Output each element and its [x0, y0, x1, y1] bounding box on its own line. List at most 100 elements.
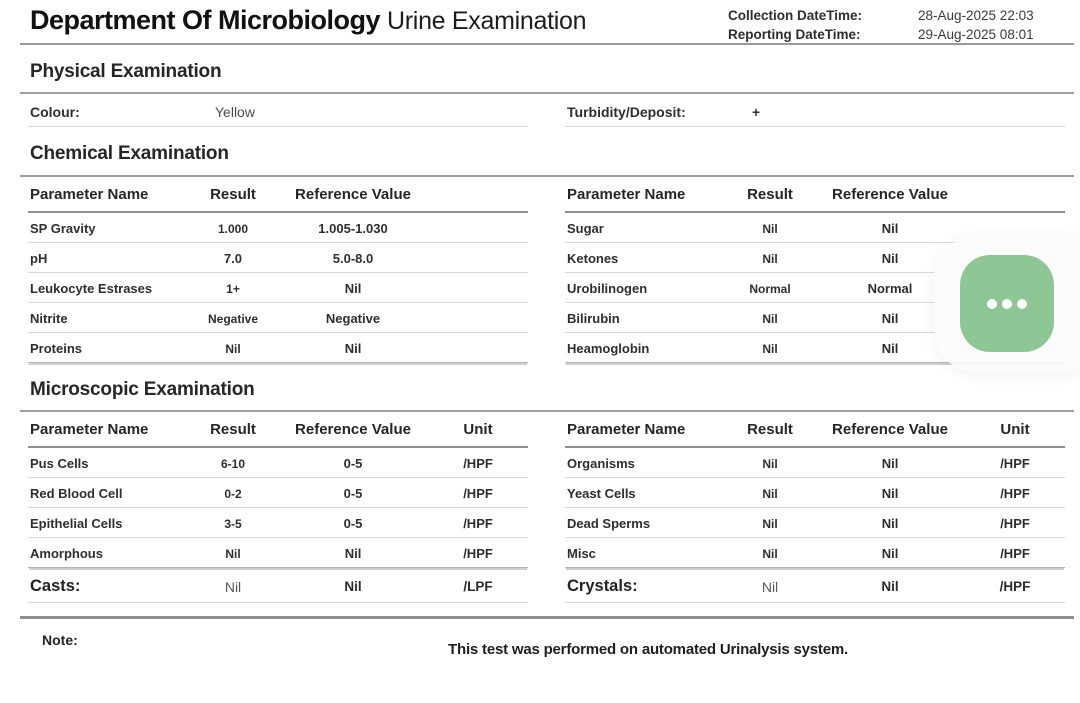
result-value: Nil [762, 486, 778, 501]
physical-examination-section: Colour: Yellow Turbidity/Deposit: + [0, 94, 1080, 127]
section-divider [20, 175, 1074, 177]
table-row: SP Gravity 1.000 1.005-1.030 [28, 213, 528, 243]
table-row: Urobilinogen Normal Normal [565, 273, 1065, 303]
physical-left: Colour: Yellow [28, 94, 528, 127]
result-value: Nil [225, 341, 241, 356]
colour-label: Colour: [30, 104, 80, 120]
column-header: Unit [463, 421, 493, 438]
result-value: Nil [762, 546, 778, 561]
parameter-name: Amorphous [30, 546, 103, 561]
column-header: Result [747, 186, 793, 203]
column-header: Parameter Name [567, 421, 686, 438]
section-divider [20, 410, 1074, 412]
table-row: Colour: Yellow [28, 94, 528, 127]
turbidity-label: Turbidity/Deposit: [567, 104, 686, 120]
unit-value: /HPF [463, 546, 493, 561]
more-options-ellipsis-icon [987, 298, 1027, 309]
parameter-name: Urobilinogen [567, 281, 648, 296]
table-header-row: Parameter Name Result Reference Value [28, 177, 528, 213]
result-value: Nil [761, 578, 779, 595]
physical-examination-heading: Physical Examination [30, 61, 222, 82]
column-header: Result [747, 421, 793, 438]
result-value: Nil [224, 578, 242, 595]
table-row: Epithelial Cells 3-5 0-5 /HPF [28, 508, 528, 538]
table-row: Misc Nil Nil /HPF [565, 538, 1065, 568]
unit-value: /HPF [463, 486, 493, 501]
parameter-name: pH [30, 251, 48, 266]
unit-value: /HPF [1000, 546, 1030, 561]
parameter-name: Leukocyte Estrases [30, 281, 153, 296]
result-value: 0-2 [224, 486, 242, 501]
table-row: Yeast Cells Nil Nil /HPF [565, 478, 1065, 508]
header-divider [20, 43, 1074, 45]
casts-row: Casts: Nil Nil /LPF [28, 568, 528, 603]
reference-value: Nil [881, 486, 899, 501]
column-header: Reference Value [295, 421, 411, 438]
chemical-examination-section: Parameter Name Result Reference Value SP… [0, 177, 1080, 363]
collection-datetime-row: Collection DateTime: 28-Aug-2025 22:03 [728, 6, 1068, 25]
result-value: 1.000 [217, 221, 249, 236]
column-header: Reference Value [832, 186, 948, 203]
parameter-name: Dead Sperms [567, 516, 651, 531]
parameter-name: Red Blood Cell [30, 486, 123, 501]
reference-value: Nil [881, 516, 899, 531]
reference-value: Nil [881, 251, 899, 266]
reference-value: Nil [881, 456, 899, 471]
table-row: Proteins Nil Nil [28, 333, 528, 363]
table-row: Leukocyte Estrases 1+ Nil [28, 273, 528, 303]
table-row: Organisms Nil Nil /HPF [565, 448, 1065, 478]
physical-right: Turbidity/Deposit: + [565, 94, 1065, 127]
parameter-name: Proteins [30, 341, 83, 356]
parameter-name: Sugar [567, 221, 604, 236]
unit-value: /HPF [1000, 516, 1030, 531]
unit-value: /HPF [1000, 486, 1030, 501]
parameter-name: Pus Cells [30, 456, 89, 471]
reference-value: 5.0-8.0 [332, 251, 374, 266]
chemical-right-table: Parameter Name Result Reference Value Su… [565, 177, 1065, 363]
reference-value: 0-5 [343, 516, 363, 531]
column-header: Reference Value [295, 186, 411, 203]
column-header: Parameter Name [30, 186, 149, 203]
table-header-row: Parameter Name Result Reference Value [565, 177, 1065, 213]
table-row: Ketones Nil Nil [565, 243, 1065, 273]
column-header: Reference Value [832, 421, 948, 438]
microscopic-left-table: Parameter Name Result Reference Value Un… [28, 412, 528, 603]
result-value: Nil [762, 311, 778, 326]
reference-value: Normal [867, 281, 913, 296]
table-row: pH 7.0 5.0-8.0 [28, 243, 528, 273]
table-row: Sugar Nil Nil [565, 213, 1065, 243]
reference-value: Nil [344, 281, 362, 296]
table-row: Amorphous Nil Nil /HPF [28, 538, 528, 568]
result-value: Nil [762, 221, 778, 236]
table-row: Nitrite Negative Negative [28, 303, 528, 333]
table-row: Bilirubin Nil Nil [565, 303, 1065, 333]
reference-value: Negative [325, 311, 381, 326]
reference-value: Nil [881, 579, 899, 594]
unit-value: /HPF [463, 516, 493, 531]
result-value: Nil [762, 341, 778, 356]
result-value: Nil [225, 546, 241, 561]
table-header-row: Parameter Name Result Reference Value Un… [565, 412, 1065, 448]
reporting-datetime-label: Reporting DateTime: [728, 27, 861, 42]
crystals-label: Crystals: [567, 577, 638, 595]
reporting-datetime-row: Reporting DateTime: 29-Aug-2025 08:01 [728, 25, 1068, 44]
result-value: 3-5 [224, 516, 242, 531]
note-label: Note: [42, 632, 78, 648]
table-row: Turbidity/Deposit: + [565, 94, 1065, 127]
reference-value: Nil [881, 341, 899, 356]
column-header: Result [210, 421, 256, 438]
column-header: Result [210, 186, 256, 203]
parameter-name: Yeast Cells [567, 486, 636, 501]
result-value: 7.0 [223, 251, 243, 266]
result-value: Nil [762, 516, 778, 531]
reference-value: Nil [344, 341, 362, 356]
reference-value: 0-5 [343, 486, 363, 501]
more-options-button[interactable] [960, 255, 1054, 352]
datetime-block: Collection DateTime: 28-Aug-2025 22:03 R… [728, 5, 1072, 44]
table-header-row: Parameter Name Result Reference Value Un… [28, 412, 528, 448]
reference-value: 0-5 [343, 456, 363, 471]
microscopic-examination-heading: Microscopic Examination [30, 379, 255, 400]
result-value: Nil [762, 251, 778, 266]
result-value: 1+ [226, 281, 240, 296]
parameter-name: Nitrite [30, 311, 68, 326]
